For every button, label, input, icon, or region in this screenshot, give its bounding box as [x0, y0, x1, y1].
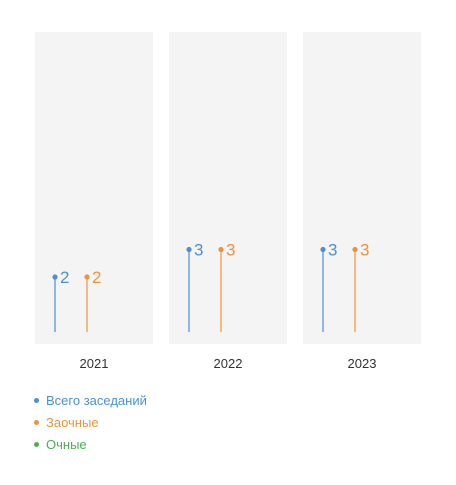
data-label: 3 — [328, 241, 337, 260]
category-panel-2022 — [169, 32, 287, 344]
legend-label: Очные — [46, 436, 87, 452]
legend-item[interactable]: Заочные — [34, 411, 334, 433]
legend-marker — [34, 441, 39, 447]
data-label: 2 — [60, 268, 69, 287]
lollipop-point[interactable] — [352, 246, 358, 253]
legend-item[interactable]: Всего заседаний — [34, 389, 334, 411]
legend-label: Заочные — [46, 414, 99, 430]
data-label: 3 — [226, 241, 235, 260]
lollipop-point[interactable] — [320, 246, 326, 253]
category-panel-2021 — [35, 32, 153, 344]
lollipop-point[interactable] — [84, 274, 90, 280]
x-tick-label: 2021 — [80, 356, 109, 371]
lollipop-point[interactable] — [218, 246, 224, 253]
data-label: 3 — [360, 241, 369, 260]
x-tick-label: 2022 — [214, 356, 243, 371]
legend-item[interactable]: Очные — [34, 433, 334, 455]
legend-label: Всего заседаний — [46, 392, 147, 408]
legend: Всего заседаний Заочные Очные — [34, 389, 334, 455]
category-panel-2023 — [303, 32, 421, 344]
legend-marker — [34, 397, 39, 403]
data-label: 2 — [92, 268, 101, 287]
lollipop-point[interactable] — [186, 246, 192, 253]
legend-marker — [34, 419, 39, 425]
lollipop-point[interactable] — [52, 274, 58, 280]
data-label: 3 — [194, 241, 203, 260]
chart-canvas: 2021 2 2 2022 3 3 2023 3 3 — [35, 32, 421, 371]
x-tick-label: 2023 — [348, 356, 377, 371]
